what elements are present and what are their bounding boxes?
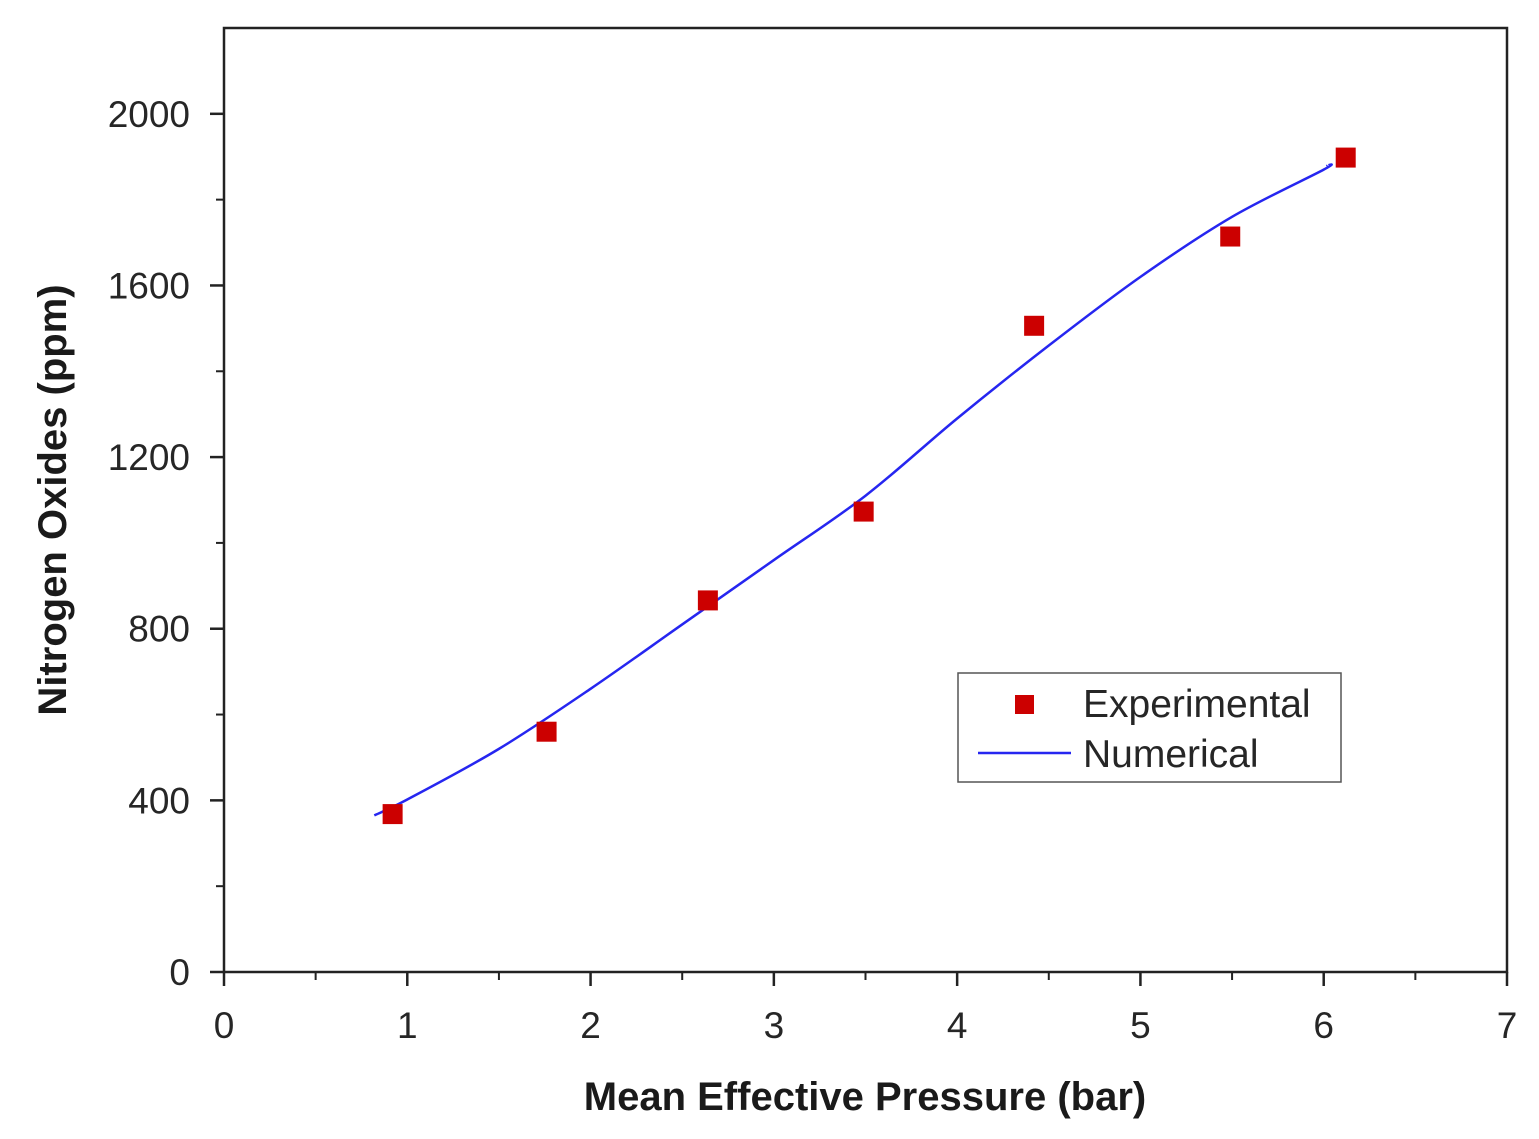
numerical-series [373,163,1333,817]
experimental-point [853,501,874,522]
legend-marker-experimental [1015,695,1034,714]
y-tick-label: 2000 [108,94,190,135]
y-tick-label: 800 [128,609,190,650]
experimental-point [1335,147,1356,168]
x-tick-label: 7 [1497,1005,1518,1046]
x-tick-label: 2 [580,1005,601,1046]
x-tick-label: 3 [764,1005,785,1046]
y-tick-label: 1200 [108,437,190,478]
x-tick-label: 4 [947,1005,968,1046]
experimental-series [382,147,1356,825]
axis-ticks [210,112,1509,986]
x-tick-label: 1 [397,1005,418,1046]
y-tick-label: 0 [169,952,190,993]
legend-box [957,672,1342,783]
x-tick-label: 5 [1130,1005,1151,1046]
experimental-point [536,721,557,742]
legend-label-experimental: Experimental [1083,683,1311,726]
experimental-point [1024,315,1045,336]
numerical-line [373,163,1333,817]
plot-frame [222,26,1509,974]
y-axis-title: Nitrogen Oxides (ppm) [31,284,75,715]
legend-label-numerical: Numerical [1083,733,1259,776]
experimental-point [1220,226,1241,247]
y-tick-label: 400 [128,780,190,821]
x-tick-label: 6 [1313,1005,1334,1046]
x-axis-title: Mean Effective Pressure (bar) [584,1075,1146,1119]
legend: Experimental Numerical [957,672,1342,783]
experimental-point [382,804,403,825]
y-tick-label: 1600 [108,265,190,306]
x-tick-label: 0 [214,1005,235,1046]
experimental-point [697,590,718,611]
tick-labels: 0 1 2 3 4 5 6 7 0 400 800 1200 1600 2000 [108,94,1518,1046]
